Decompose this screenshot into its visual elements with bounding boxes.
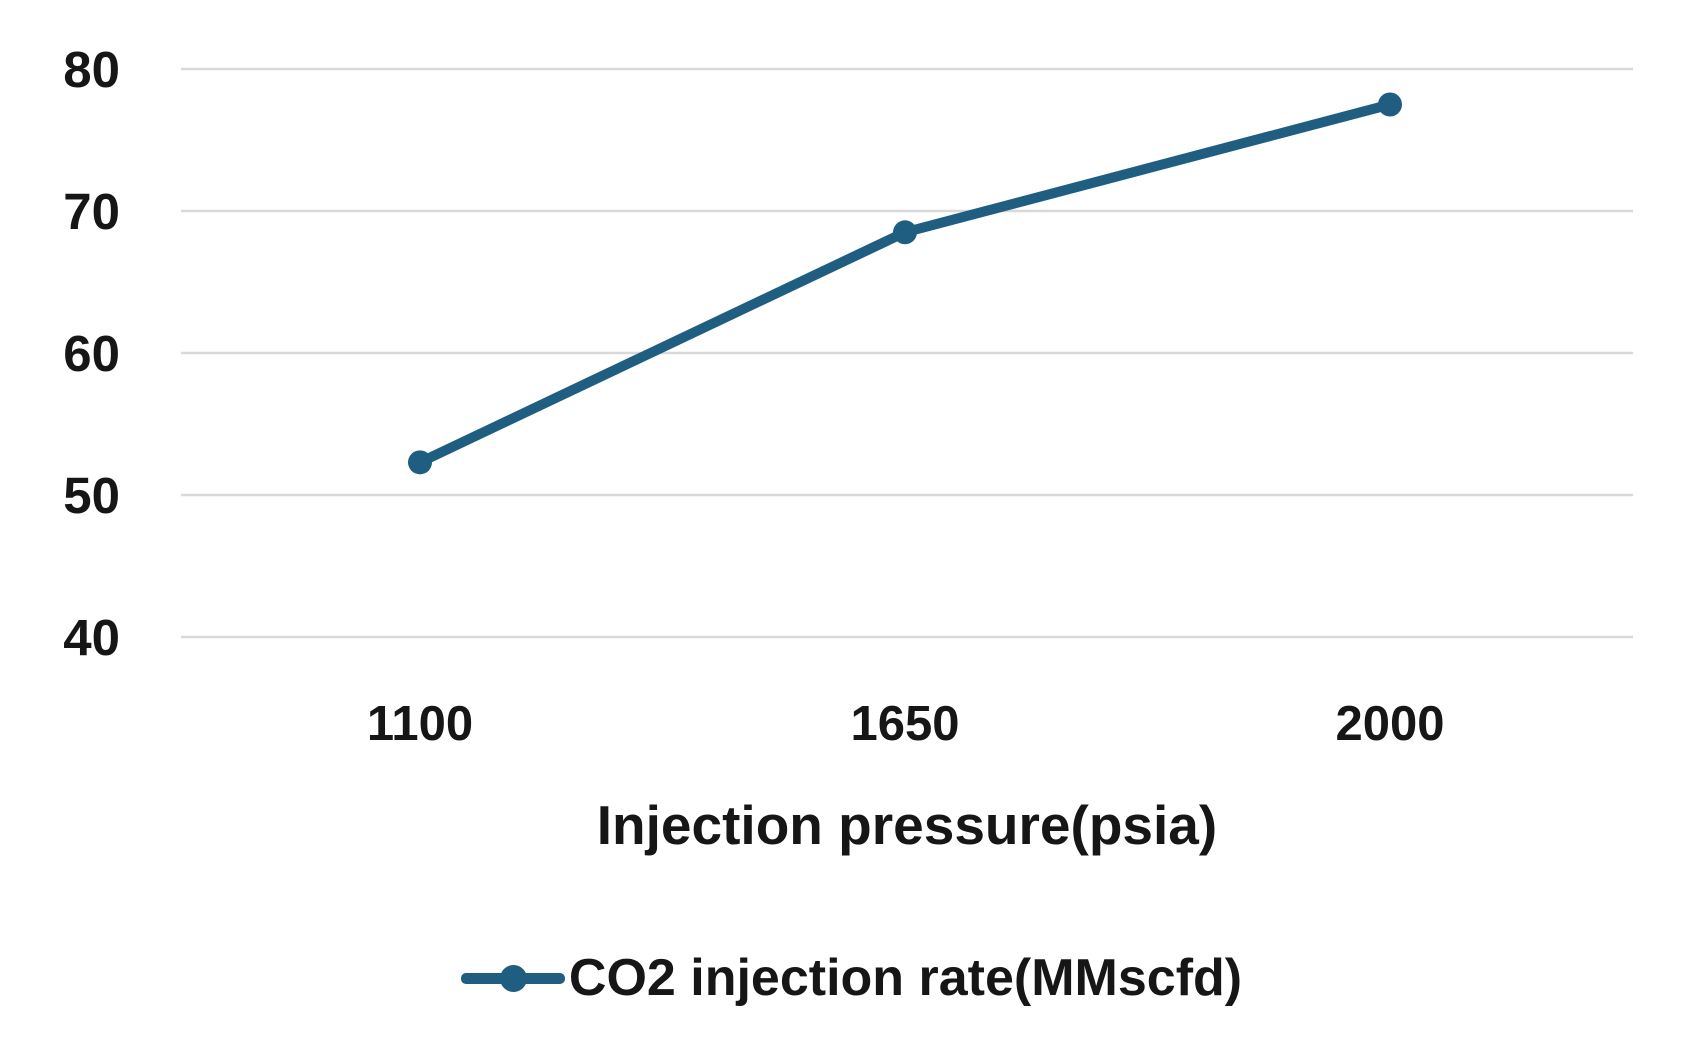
y-tick-label: 40 [63,609,120,666]
y-tick-label: 70 [63,183,120,240]
y-tick-label: 80 [63,41,120,98]
legend-dot-icon [499,965,527,992]
y-tick-label: 50 [63,467,120,524]
series-line [415,99,1395,468]
data-point-marker [893,220,917,245]
legend-series-label: CO2 injection rate(MMscfd) [568,949,1243,1007]
x-tick-label: 2000 [1335,697,1444,751]
x-axis-title: Injection pressure(psia) [596,794,1218,856]
data-point-marker [408,450,432,475]
data-point-marker [1378,92,1402,117]
x-tick-label: 1650 [850,697,959,751]
y-tick-label: 60 [63,325,120,382]
legend: CO2 injection rate(MMscfd) [0,948,1703,1008]
x-tick-label: 1100 [367,697,473,751]
legend-line-marker-icon [460,958,565,998]
